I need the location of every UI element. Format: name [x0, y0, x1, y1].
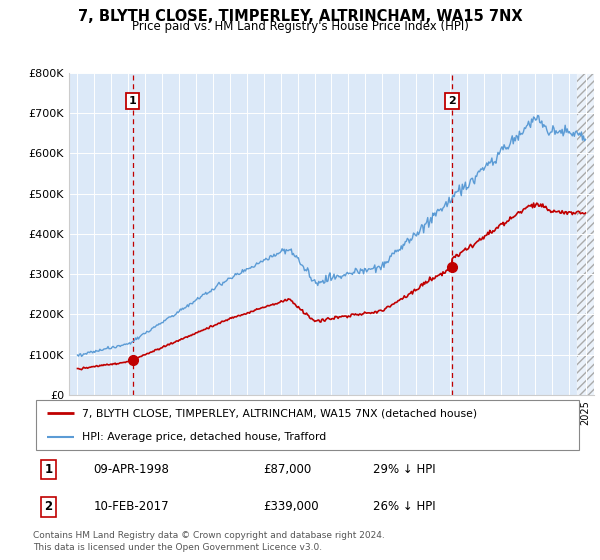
- Text: 2: 2: [44, 501, 52, 514]
- Text: 2: 2: [448, 96, 456, 106]
- Text: £339,000: £339,000: [263, 501, 319, 514]
- Text: 26% ↓ HPI: 26% ↓ HPI: [373, 501, 436, 514]
- Text: HPI: Average price, detached house, Trafford: HPI: Average price, detached house, Traf…: [82, 432, 326, 442]
- Text: 7, BLYTH CLOSE, TIMPERLEY, ALTRINCHAM, WA15 7NX: 7, BLYTH CLOSE, TIMPERLEY, ALTRINCHAM, W…: [77, 9, 523, 24]
- Text: 10-FEB-2017: 10-FEB-2017: [94, 501, 169, 514]
- FancyBboxPatch shape: [36, 400, 579, 450]
- Bar: [577, 73, 594, 395]
- Text: 7, BLYTH CLOSE, TIMPERLEY, ALTRINCHAM, WA15 7NX (detached house): 7, BLYTH CLOSE, TIMPERLEY, ALTRINCHAM, W…: [82, 408, 478, 418]
- Text: 1: 1: [44, 463, 52, 476]
- Text: Contains HM Land Registry data © Crown copyright and database right 2024.: Contains HM Land Registry data © Crown c…: [33, 531, 385, 540]
- Bar: [577, 73, 594, 395]
- Text: 1: 1: [129, 96, 137, 106]
- Text: 29% ↓ HPI: 29% ↓ HPI: [373, 463, 436, 476]
- Text: Price paid vs. HM Land Registry's House Price Index (HPI): Price paid vs. HM Land Registry's House …: [131, 20, 469, 33]
- Text: This data is licensed under the Open Government Licence v3.0.: This data is licensed under the Open Gov…: [33, 543, 322, 552]
- Text: £87,000: £87,000: [263, 463, 312, 476]
- Text: 09-APR-1998: 09-APR-1998: [94, 463, 169, 476]
